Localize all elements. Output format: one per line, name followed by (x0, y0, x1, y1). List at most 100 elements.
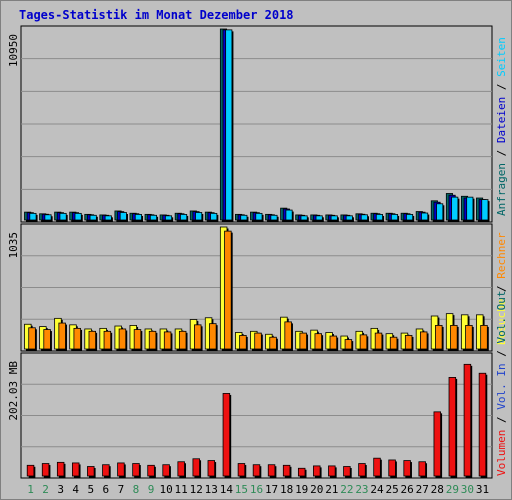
bar-rechner-day-29 (450, 325, 458, 350)
day-label-12: 12 (190, 483, 203, 496)
bar-rechner-day-20 (314, 333, 322, 350)
bar-volumen-day-6 (102, 464, 110, 477)
panel-bottom: 202.03 MB (7, 352, 493, 479)
day-label-13: 13 (205, 483, 218, 496)
legend-entry: Rechner (495, 232, 508, 279)
bar-seiten-day-10 (164, 215, 173, 221)
bar-volumen-day-31 (478, 372, 487, 477)
bar-seiten-day-26 (406, 214, 414, 221)
bar-volumen-day-22 (343, 466, 351, 477)
bar-volumen-day-8 (132, 463, 140, 477)
day-label-20: 20 (310, 483, 323, 496)
bar-seiten-day-23 (360, 214, 368, 221)
bar-volumen-day-30 (463, 363, 472, 477)
day-label-6: 6 (103, 483, 110, 496)
bar-volumen-day-7 (117, 462, 125, 477)
bar-volumen-day-16 (252, 464, 261, 477)
legend-middle-text: Besuche / Rechner (495, 232, 508, 345)
legend-bottom: Volumen / Vol. In / Vol. Out (495, 291, 508, 476)
bar-seiten-day-7 (119, 212, 127, 221)
bar-seiten-day-2 (44, 214, 52, 221)
legend-middle: Besuche / Rechner (495, 232, 508, 345)
bar-rechner-day-10 (163, 331, 172, 350)
bar-seiten-day-5 (89, 214, 97, 221)
bar-rechner-day-21 (329, 335, 338, 350)
bar-volumen-day-13 (207, 460, 216, 477)
bar-seiten-day-3 (59, 212, 67, 221)
legend-top-text: Anfragen / Dateien / Seiten (495, 37, 508, 216)
bar-volumen-day-9 (147, 464, 155, 477)
bar-rechner-day-18 (284, 321, 292, 350)
bar-volumen-day-14 (222, 393, 231, 477)
bar-rechner-day-7 (118, 328, 127, 350)
bar-rechner-day-1 (28, 327, 36, 350)
bar-volumen-day-28 (433, 411, 441, 477)
day-label-27: 27 (416, 483, 429, 496)
bar-seiten-day-13 (210, 212, 218, 221)
y-axis-label: 202.03 MB (7, 361, 20, 421)
bar-seiten-day-18 (285, 209, 293, 221)
y-axis-label: 10950 (7, 34, 20, 67)
bar-rechner-day-13 (209, 323, 217, 350)
bar-volumen-day-25 (388, 459, 396, 477)
bar-volumen-day-18 (282, 464, 291, 477)
day-label-4: 4 (72, 483, 79, 496)
bar-seiten-day-25 (390, 214, 399, 221)
bar-volumen-day-21 (328, 465, 336, 477)
bar-seiten-day-9 (149, 214, 157, 221)
day-label-31: 31 (476, 483, 489, 496)
legend-entry: Besuche (495, 299, 508, 345)
bar-rechner-day-2 (43, 329, 51, 350)
day-label-7: 7 (118, 483, 125, 496)
day-label-3: 3 (57, 483, 64, 496)
day-label-23: 23 (355, 483, 368, 496)
bar-seiten-day-11 (180, 214, 188, 221)
day-label-29: 29 (446, 483, 459, 496)
bar-volumen-day-20 (313, 465, 321, 477)
bar-seiten-day-19 (300, 215, 308, 221)
bar-volumen-day-19 (297, 467, 306, 477)
chart-panels: 10950 1035 202.03 MB (7, 25, 493, 479)
bar-rechner-day-26 (404, 335, 413, 350)
day-labels: 1 2 3 4 5 6 7 8 9 10 11 12 13 14 15 16 17 18 19 20 21 22 23 24 2… (27, 483, 489, 496)
legend-entry: Seiten (495, 37, 508, 77)
day-label-1: 1 (27, 483, 34, 496)
bar-volumen-day-15 (237, 463, 246, 477)
bar-seiten-day-6 (104, 215, 112, 221)
day-label-8: 8 (133, 483, 140, 496)
bar-volumen-day-12 (192, 458, 200, 477)
legend-entry: Vol. Out (495, 291, 508, 344)
bar-rechner-day-6 (103, 330, 112, 350)
bar-rechner-day-15 (239, 335, 247, 350)
bar-seiten-day-21 (330, 215, 338, 221)
day-label-18: 18 (280, 483, 293, 496)
bar-seiten-day-24 (375, 214, 383, 221)
legend-top: Anfragen / Dateien / Seiten (495, 37, 508, 216)
bar-seiten-day-15 (240, 214, 248, 221)
bar-volumen-day-4 (72, 462, 80, 477)
bar-rechner-day-14 (224, 230, 232, 350)
day-label-30: 30 (461, 483, 474, 496)
legend-entry: Volumen (495, 430, 508, 476)
bar-volumen-day-17 (267, 464, 276, 477)
chart-title: Tages-Statistik im Monat Dezember 2018 (19, 8, 294, 22)
day-label-2: 2 (42, 483, 49, 496)
day-label-21: 21 (325, 483, 338, 496)
day-label-16: 16 (250, 483, 263, 496)
panel-top: 10950 (7, 25, 493, 223)
bar-seiten-day-20 (315, 215, 323, 221)
bar-seiten-day-8 (134, 214, 142, 221)
bar-seiten-day-16 (255, 212, 263, 221)
bar-volumen-day-29 (448, 377, 457, 477)
bar-seiten-day-28 (436, 203, 444, 221)
panel-middle: 1035 (7, 223, 493, 352)
day-label-17: 17 (265, 483, 278, 496)
bar-seiten-day-1 (29, 212, 37, 221)
bar-rechner-day-22 (344, 339, 353, 350)
day-label-22: 22 (340, 483, 353, 496)
bar-rechner-day-30 (465, 325, 473, 350)
bar-volumen-day-27 (418, 461, 426, 477)
bar-seiten-day-27 (421, 212, 429, 221)
